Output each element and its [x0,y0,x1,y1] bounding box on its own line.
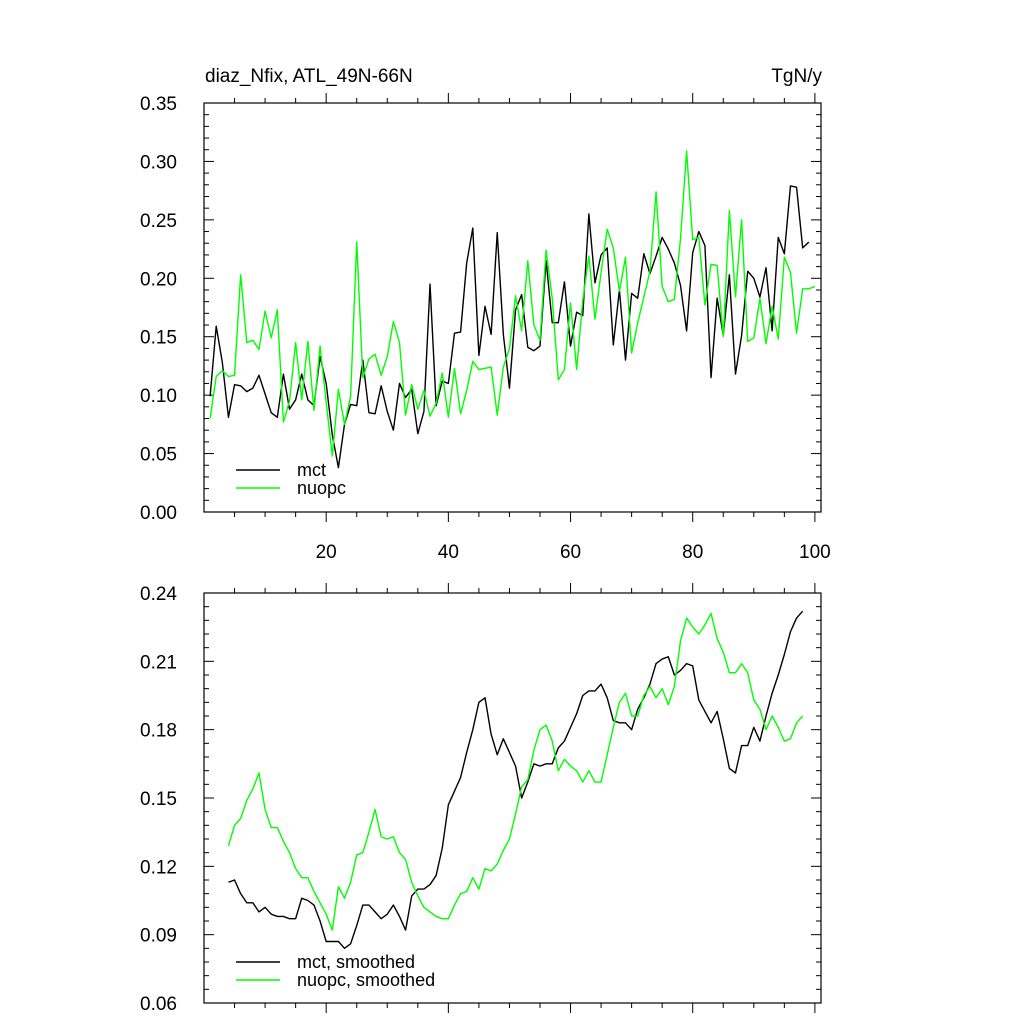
y-tick-label: 0.06 [140,994,177,1015]
y-tick-label: 0.15 [140,328,177,349]
y-tick-label: 0.24 [140,584,177,605]
x-tick-label: 20 [316,542,337,563]
y-tick-label: 0.30 [140,152,177,173]
y-tick-label: 0.21 [140,652,177,673]
top-panel: 0.00 0.05 0.10 0.15 0.20 0.25 0.30 0.35 20 40 60 80… [140,93,831,563]
y-tick-label: 0.09 [140,926,177,947]
series-line-nuopc [209,150,816,457]
series-line-mct [209,185,810,469]
plot-frame [203,102,822,513]
chart-title-left: diaz_Nfix, ATL_49N-66N [205,66,413,87]
y-tick-label: 0.05 [140,445,177,466]
legend-label: mct, smoothed [297,952,415,972]
x-tick-label: 100 [799,542,831,563]
series-line-nuopc-smoothed [227,612,804,931]
y-tick-label: 0.18 [140,721,177,742]
legend-label: nuopc [297,478,346,498]
legend-label: mct [297,460,326,480]
y-tick-label: 0.00 [140,503,177,524]
chart-title-right: TgN/y [771,66,822,87]
y-tick-label: 0.12 [140,857,177,878]
y-tick-label: 0.25 [140,211,177,232]
legend-label: nuopc, smoothed [297,970,435,990]
y-tick-label: 0.10 [140,386,177,407]
x-tick-label: 80 [682,542,703,563]
y-tick-label: 0.20 [140,269,177,290]
y-tick-label: 0.35 [140,94,177,115]
x-tick-label: 40 [438,542,459,563]
series-line-mct-smoothed [228,610,804,950]
bottom-panel: 0.06 0.09 0.12 0.15 0.18 0.21 0.24 mct, smoothe… [140,583,822,1015]
y-tick-label: 0.15 [140,789,177,810]
x-tick-label: 60 [560,542,581,563]
